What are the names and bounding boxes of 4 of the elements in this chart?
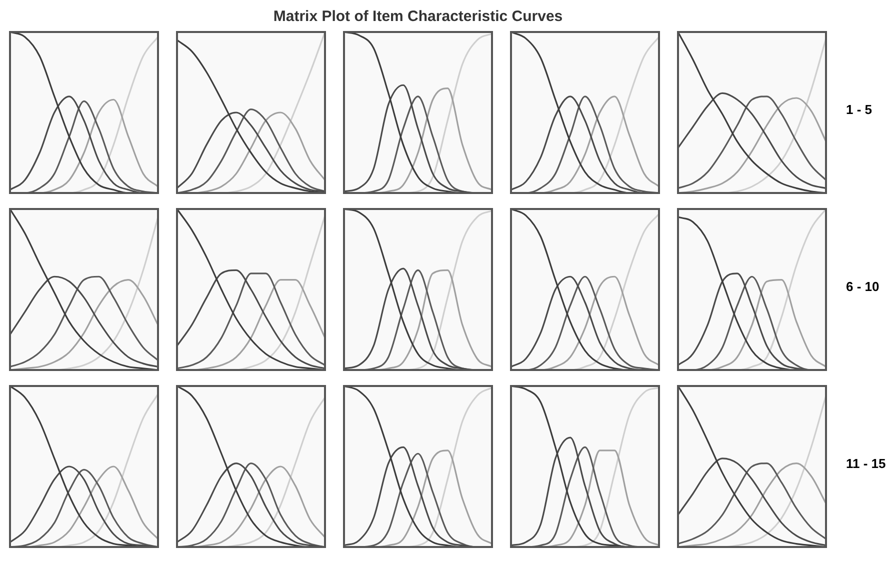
text: 1 - 5 [846,102,872,117]
chart-title: Matrix Plot of Item Characteristic Curves [273,8,563,25]
text: 6 - 10 [846,279,880,294]
text: 11 - 15 [846,456,886,471]
